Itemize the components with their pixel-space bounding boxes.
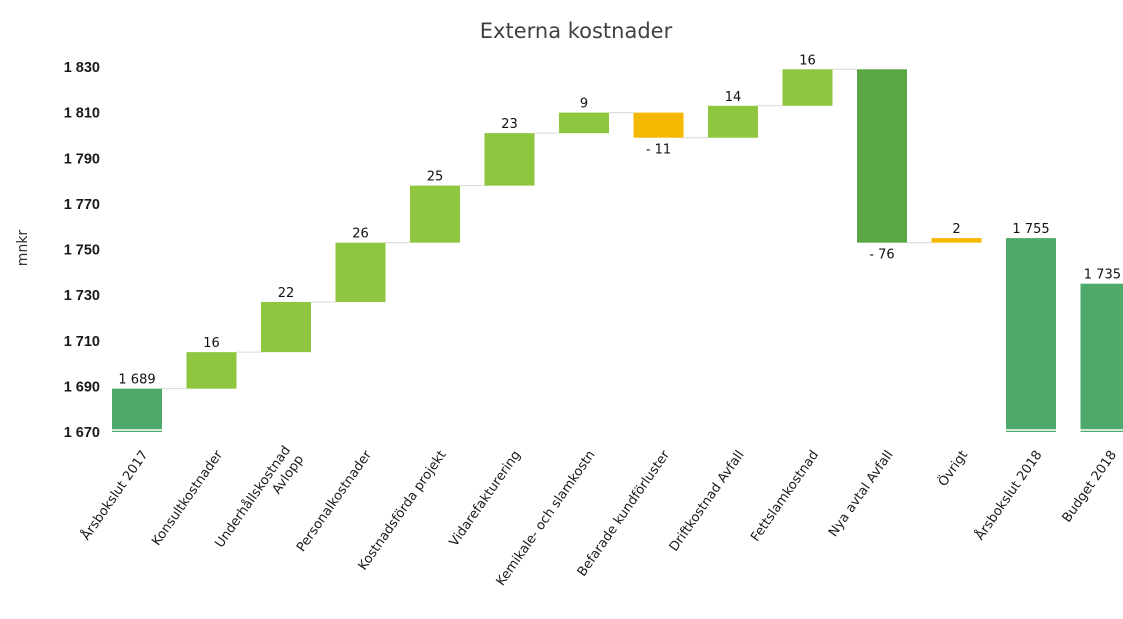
x-tick-label: Årsbokslut 2017 [78,447,152,543]
bar-increase [261,301,311,353]
y-tick-label: 1 770 [64,197,100,213]
data-labels: 1 689 16 22 26 25 23 9 - 11 14 16 - 76 2 1 755 1 735 [118,53,1121,387]
y-tick-label: 1 790 [64,151,100,167]
data-label: 14 [725,90,742,105]
data-label: 23 [501,117,518,132]
bar-increase [410,185,460,243]
x-tick-label: Driftkostnad Avfall [667,448,748,554]
data-label: 16 [203,336,220,351]
bar-increase [708,105,758,138]
x-tick-label: Personalkostnader [294,447,375,554]
bar-total [1006,238,1056,432]
x-tick-label: Fettslamkostnad [748,448,822,545]
data-label: 16 [799,53,816,68]
data-label: 1 735 [1084,268,1121,283]
bar-increase [335,242,386,302]
x-tick-text: Årsbokslut 2018 [972,447,1046,543]
x-tick-label: Budget 2018 [1060,448,1120,525]
bar-major [857,69,907,243]
data-label: - 76 [869,248,894,263]
y-tick-label: 1 690 [64,379,100,395]
y-tick-label: 1 830 [64,60,100,76]
data-label: 9 [580,97,588,112]
y-tick-label: 1 730 [64,288,100,304]
bar-increase [186,352,237,389]
chart-title: Externa kostnader [480,19,673,43]
bar-increase [782,69,833,106]
connector-lines [162,68,932,390]
y-axis-ticks: 1 670 1 690 1 710 1 730 1 750 1 770 1 790 1 810… [64,60,100,441]
bar-decrease [931,238,982,243]
x-tick-text: Kostnadsförda projekt [356,448,450,573]
y-tick-label: 1 810 [64,106,100,122]
x-axis-ticks: Årsbokslut 2017KonsultkostnaderUnderhåll… [78,443,1120,588]
data-label: 1 689 [118,373,155,388]
y-axis-label: mnkr [15,230,31,267]
data-label: 1 755 [1012,222,1049,237]
y-tick-label: 1 750 [64,243,100,259]
x-tick-label: Vidarefakturering [447,448,524,550]
x-tick-text: Årsbokslut 2017 [78,447,152,543]
x-tick-text: Driftkostnad Avfall [667,448,748,554]
data-label: 26 [352,227,369,242]
bar-decrease [633,112,684,138]
x-tick-text: Personalkostnader [294,447,375,554]
x-tick-label: Konsultkostnader [149,447,226,548]
x-tick-text: Budget 2018 [1060,448,1120,525]
bars [112,69,1123,432]
data-label: 2 [952,222,960,237]
x-tick-text: Vidarefakturering [447,448,524,550]
x-tick-text: Nya avtal Avfall [826,448,897,540]
x-tick-text: Övrigt [934,447,971,490]
bar-increase [484,133,535,186]
bar-total [112,388,162,432]
bar-total [1080,283,1123,432]
data-label: 22 [278,286,295,301]
data-label: - 11 [646,143,671,158]
y-tick-label: 1 670 [64,425,100,441]
y-tick-label: 1 710 [64,334,100,350]
x-tick-label: Årsbokslut 2018 [972,447,1046,543]
x-tick-label: Nya avtal Avfall [826,448,897,540]
x-tick-text: Fettslamkostnad [748,448,822,545]
x-tick-label: Övrigt [934,447,971,490]
data-label: 25 [427,170,444,185]
bar-increase [559,112,609,134]
x-tick-label: Kostnadsförda projekt [356,448,450,573]
x-tick-text: Konsultkostnader [149,447,226,548]
